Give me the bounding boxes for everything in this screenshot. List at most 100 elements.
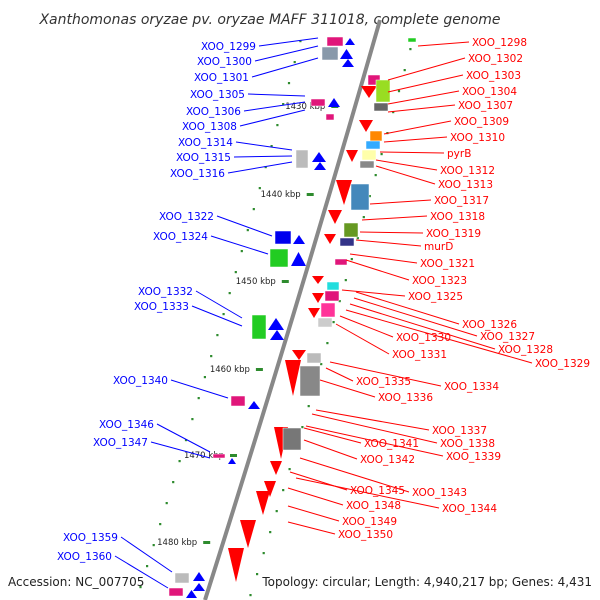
gene-block	[361, 149, 377, 161]
gene-block	[299, 365, 321, 397]
gene-label-xoo-1344: XOO_1344	[442, 503, 497, 515]
position-dot	[403, 69, 406, 72]
leader-line	[341, 289, 406, 297]
gene-arrow	[324, 234, 336, 244]
leader-line	[355, 239, 422, 247]
leader-line	[303, 427, 362, 444]
position-dot	[293, 61, 296, 64]
accession-text: Accession: NC_007705	[8, 575, 144, 589]
leader-line	[243, 101, 306, 112]
gene-block	[375, 79, 391, 103]
gene-arrow	[328, 98, 340, 107]
gene-block	[306, 352, 322, 364]
gene-label-xoo-1340: XOO_1340	[113, 375, 168, 387]
gene-block	[350, 183, 370, 211]
gene-block	[339, 237, 355, 247]
position-tick	[230, 454, 237, 457]
leader-line	[375, 159, 438, 171]
leader-line	[379, 151, 445, 154]
leader-line	[387, 90, 460, 105]
position-dot	[374, 174, 377, 177]
leader-line	[195, 290, 243, 319]
gene-label-xoo-1325: XOO_1325	[408, 291, 463, 303]
gene-label-xoo-1337: XOO_1337	[432, 425, 487, 437]
gene-block	[365, 140, 381, 150]
gene-block	[212, 453, 226, 459]
gene-label-xoo-1347: XOO_1347	[93, 437, 148, 449]
leader-line	[315, 409, 430, 431]
position-dot	[252, 208, 255, 211]
gene-block	[359, 160, 375, 169]
gene-label-xoo-1308: XOO_1308	[182, 121, 237, 133]
position-dot	[210, 355, 213, 358]
gene-block	[295, 149, 309, 169]
leader-line	[387, 57, 466, 81]
gene-label-xoo-1349: XOO_1349	[342, 516, 397, 528]
gene-label-xoo-1298: XOO_1298	[472, 37, 527, 49]
gene-label-xoo-1309: XOO_1309	[454, 116, 509, 128]
gene-block	[168, 587, 184, 597]
leader-line	[191, 305, 243, 327]
leader-line	[353, 297, 478, 337]
gene-block	[320, 302, 336, 318]
position-dot	[356, 237, 359, 240]
gene-label-xoo-1314: XOO_1314	[178, 137, 233, 149]
gene-label-xoo-1310: XOO_1310	[450, 132, 505, 144]
position-dot	[301, 426, 304, 429]
leader-line	[355, 291, 460, 325]
position-dot	[344, 279, 347, 282]
gene-block	[321, 46, 339, 61]
genome-backbone	[203, 19, 382, 600]
gene-arrow	[268, 318, 284, 330]
leader-line	[311, 413, 438, 444]
gene-arrow	[308, 308, 320, 318]
position-dot	[282, 489, 285, 492]
position-dot	[146, 565, 149, 568]
gene-label-xoo-1332: XOO_1332	[138, 286, 193, 298]
leader-line	[345, 259, 410, 281]
gene-label-xoo-1359: XOO_1359	[63, 532, 118, 544]
position-dot	[246, 229, 249, 232]
gene-arrow	[346, 150, 358, 162]
leader-line	[258, 37, 319, 47]
leader-line	[303, 439, 358, 460]
gene-arrow	[361, 86, 377, 98]
position-dot	[275, 510, 278, 513]
gene-label-xoo-1306: XOO_1306	[186, 106, 241, 118]
gene-label-xoo-1335: XOO_1335	[356, 376, 411, 388]
position-dot	[380, 153, 383, 156]
gene-block	[324, 290, 340, 302]
gene-label-xoo-1333: XOO_1333	[134, 301, 189, 313]
gene-label-xoo-1322: XOO_1322	[159, 211, 214, 223]
gene-label-xoo-1342: XOO_1342	[360, 454, 415, 466]
position-dot	[191, 418, 194, 421]
leader-line	[251, 57, 319, 78]
position-dot	[397, 90, 401, 93]
leader-line	[325, 367, 354, 382]
gene-arrow	[285, 360, 301, 396]
gene-arrow	[291, 252, 306, 266]
position-dot	[203, 376, 206, 379]
position-dot	[258, 187, 261, 190]
position-dot	[270, 145, 273, 148]
position-dot	[326, 342, 329, 345]
leader-line	[287, 521, 336, 535]
gene-label-xoo-1305: XOO_1305	[190, 89, 245, 101]
leader-line	[339, 315, 394, 338]
leader-line	[227, 161, 293, 174]
position-dot	[288, 468, 291, 471]
gene-block	[230, 395, 246, 407]
gene-block	[282, 427, 302, 451]
gene-block	[317, 317, 333, 328]
position-dot	[197, 397, 200, 400]
gene-block	[325, 113, 335, 121]
leader-line	[387, 104, 456, 113]
gene-label-xoo-1328: XOO_1328	[498, 344, 553, 356]
position-label: 1430 kbp	[285, 102, 325, 112]
gene-arrow	[256, 491, 270, 515]
gene-block	[373, 102, 389, 112]
gene-label-xoo-1360: XOO_1360	[57, 551, 112, 563]
position-label: 1460 kbp	[210, 365, 250, 375]
leader-line	[287, 505, 340, 522]
